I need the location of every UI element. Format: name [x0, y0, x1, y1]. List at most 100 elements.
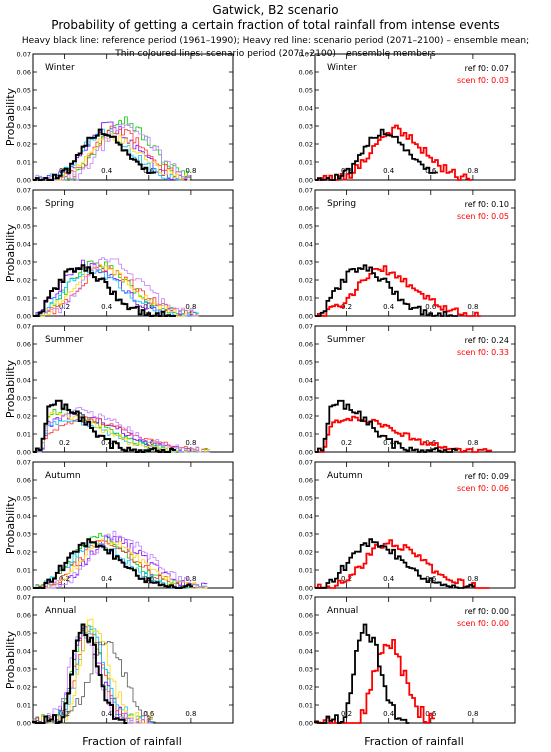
x-tick-label: 0.4: [101, 439, 113, 447]
y-tick-label: 0.05: [299, 359, 313, 367]
season-label: Spring: [327, 199, 356, 209]
series-line-member: [32, 530, 208, 589]
y-tick-label: 0.07: [17, 323, 31, 331]
x-tick-label: 0.4: [101, 710, 113, 718]
series-line-member: [33, 420, 211, 453]
figure-title-3: Heavy black line: reference period (1961…: [22, 36, 529, 46]
x-tick-label: 0.6: [143, 710, 155, 718]
x-tick-label: 0.2: [341, 439, 352, 447]
y-tick-label: 0.01: [299, 567, 313, 575]
x-axis-label-right: Fraction of rainfall: [364, 735, 464, 748]
ref-f0-label: ref f0: 0.24: [465, 336, 509, 345]
series-line-reference: [315, 399, 458, 453]
y-tick-label: 0.04: [17, 648, 31, 656]
series-line-member: [33, 412, 211, 453]
y-tick-label: 0.06: [299, 612, 313, 620]
scen-f0-label: scen f0: 0.00: [457, 619, 509, 628]
x-tick-label: 0.8: [185, 303, 196, 311]
titles: Gatwick, B2 scenario Probability of gett…: [22, 3, 529, 59]
figure-title-1: Gatwick, B2 scenario: [212, 3, 338, 17]
y-tick-label: 0.02: [17, 684, 31, 692]
plot-frame: [314, 189, 516, 317]
series-line-reference: [33, 399, 176, 453]
y-tick-label: 0.07: [299, 459, 313, 467]
y-tick-label: 0.07: [17, 459, 31, 467]
panel-right-spring: 0.00 0.01 0.02 0.03 0.04 0.05 0.06 0.07 0.2 0.4 0.…: [299, 187, 516, 321]
panel-right-summer: 0.00 0.01 0.02 0.03 0.04 0.05 0.06 0.07 0.2 0.4 0.…: [299, 323, 516, 457]
scen-f0-label: scen f0: 0.33: [457, 348, 509, 357]
panel-left-summer: 0.00 0.01 0.02 0.03 0.04 0.05 0.06 0.07 0.2 0.4 0.…: [4, 323, 234, 457]
series-line-reference: [314, 623, 410, 724]
y-tick-label: 0.03: [299, 666, 313, 674]
y-tick-label: 0.06: [17, 612, 31, 620]
y-tick-label: 0.03: [17, 259, 31, 267]
series-line-reference: [33, 538, 193, 589]
plot-frame: [32, 53, 234, 181]
y-tick-label: 0.02: [299, 413, 313, 421]
y-tick-label: 0.06: [299, 477, 313, 485]
y-axis-label: Probability: [4, 495, 17, 554]
panel-right-annual: 0.000.010.020.030.040.050.060.070.2 0.4 0.…: [299, 594, 516, 728]
y-tick-label: 0.07: [17, 51, 31, 59]
y-tick-label: 0.02: [299, 277, 313, 285]
x-tick-label: 0.8: [467, 710, 478, 718]
y-tick-label: 0.07: [17, 187, 31, 195]
y-tick-label: 0.02: [17, 413, 31, 421]
y-tick-label: 0.04: [299, 513, 313, 521]
season-label: Spring: [45, 199, 74, 209]
y-tick-label: 0.05: [17, 359, 31, 367]
season-label: Autumn: [45, 471, 81, 481]
y-axis-label: Probability: [4, 87, 17, 146]
y-tick-label: 0.05: [17, 495, 31, 503]
scen-f0-label: scen f0: 0.03: [457, 76, 509, 85]
season-label: Autumn: [327, 471, 363, 481]
panel-right-winter: 0.000.010.020.030.040.050.060.070.2 0.4 0.…: [299, 51, 516, 185]
y-tick-label: 0.01: [17, 702, 31, 710]
season-label: Annual: [45, 606, 76, 616]
y-tick-label: 0.04: [17, 377, 31, 385]
plot-frame: [32, 461, 234, 589]
x-tick-label: 0.8: [467, 167, 478, 175]
y-tick-label: 0.06: [299, 205, 313, 213]
x-tick-label: 0.2: [341, 303, 352, 311]
series-line-reference: [32, 623, 128, 724]
y-tick-label: 0.06: [17, 477, 31, 485]
y-tick-label: 0.03: [299, 395, 313, 403]
y-tick-label: 0.07: [299, 51, 313, 59]
panel-left-spring: 0.000.010.020.030.040.050.060.070.2 0.4 0.…: [4, 187, 234, 321]
y-tick-label: 0.00: [299, 177, 313, 185]
y-tick-label: 0.03: [299, 123, 313, 131]
y-axis-label: Probability: [4, 359, 17, 418]
y-tick-label: 0.03: [17, 395, 31, 403]
ref-f0-label: ref f0: 0.09: [465, 472, 509, 481]
y-tick-label: 0.01: [299, 431, 313, 439]
x-tick-label: 0.4: [101, 167, 113, 175]
x-tick-label: 0.6: [425, 303, 437, 311]
season-label: Annual: [327, 606, 358, 616]
series-line-member: [32, 641, 156, 724]
y-tick-label: 0.00: [299, 585, 313, 593]
y-tick-label: 0.05: [299, 630, 313, 638]
y-tick-label: 0.05: [17, 87, 31, 95]
panel-left-winter: 0.000.010.020.030.040.050.060.070.2 0.4 0.…: [4, 51, 234, 185]
x-tick-label: 0.8: [467, 303, 478, 311]
x-tick-label: 0.4: [383, 575, 395, 583]
y-tick-label: 0.05: [17, 630, 31, 638]
y-tick-label: 0.02: [17, 549, 31, 557]
panel-right-autumn: 0.00 0.01 0.02 0.03 0.04 0.05 0.06 0.07 0.2 0.4 0.…: [299, 459, 516, 593]
y-tick-label: 0.03: [17, 531, 31, 539]
y-tick-label: 0.04: [299, 105, 313, 113]
x-tick-label: 0.6: [143, 167, 155, 175]
y-tick-label: 0.03: [299, 259, 313, 267]
y-tick-label: 0.01: [17, 567, 31, 575]
y-tick-label: 0.07: [299, 594, 313, 602]
y-tick-label: 0.04: [299, 377, 313, 385]
series-line-scenario-mean: [315, 415, 493, 453]
y-tick-label: 0.00: [17, 313, 31, 321]
y-tick-label: 0.05: [299, 223, 313, 231]
x-tick-label: 0.6: [143, 439, 155, 447]
y-tick-label: 0.01: [299, 702, 313, 710]
y-tick-label: 0.00: [299, 720, 313, 728]
y-tick-label: 0.00: [17, 449, 31, 457]
x-tick-label: 0.6: [143, 303, 155, 311]
